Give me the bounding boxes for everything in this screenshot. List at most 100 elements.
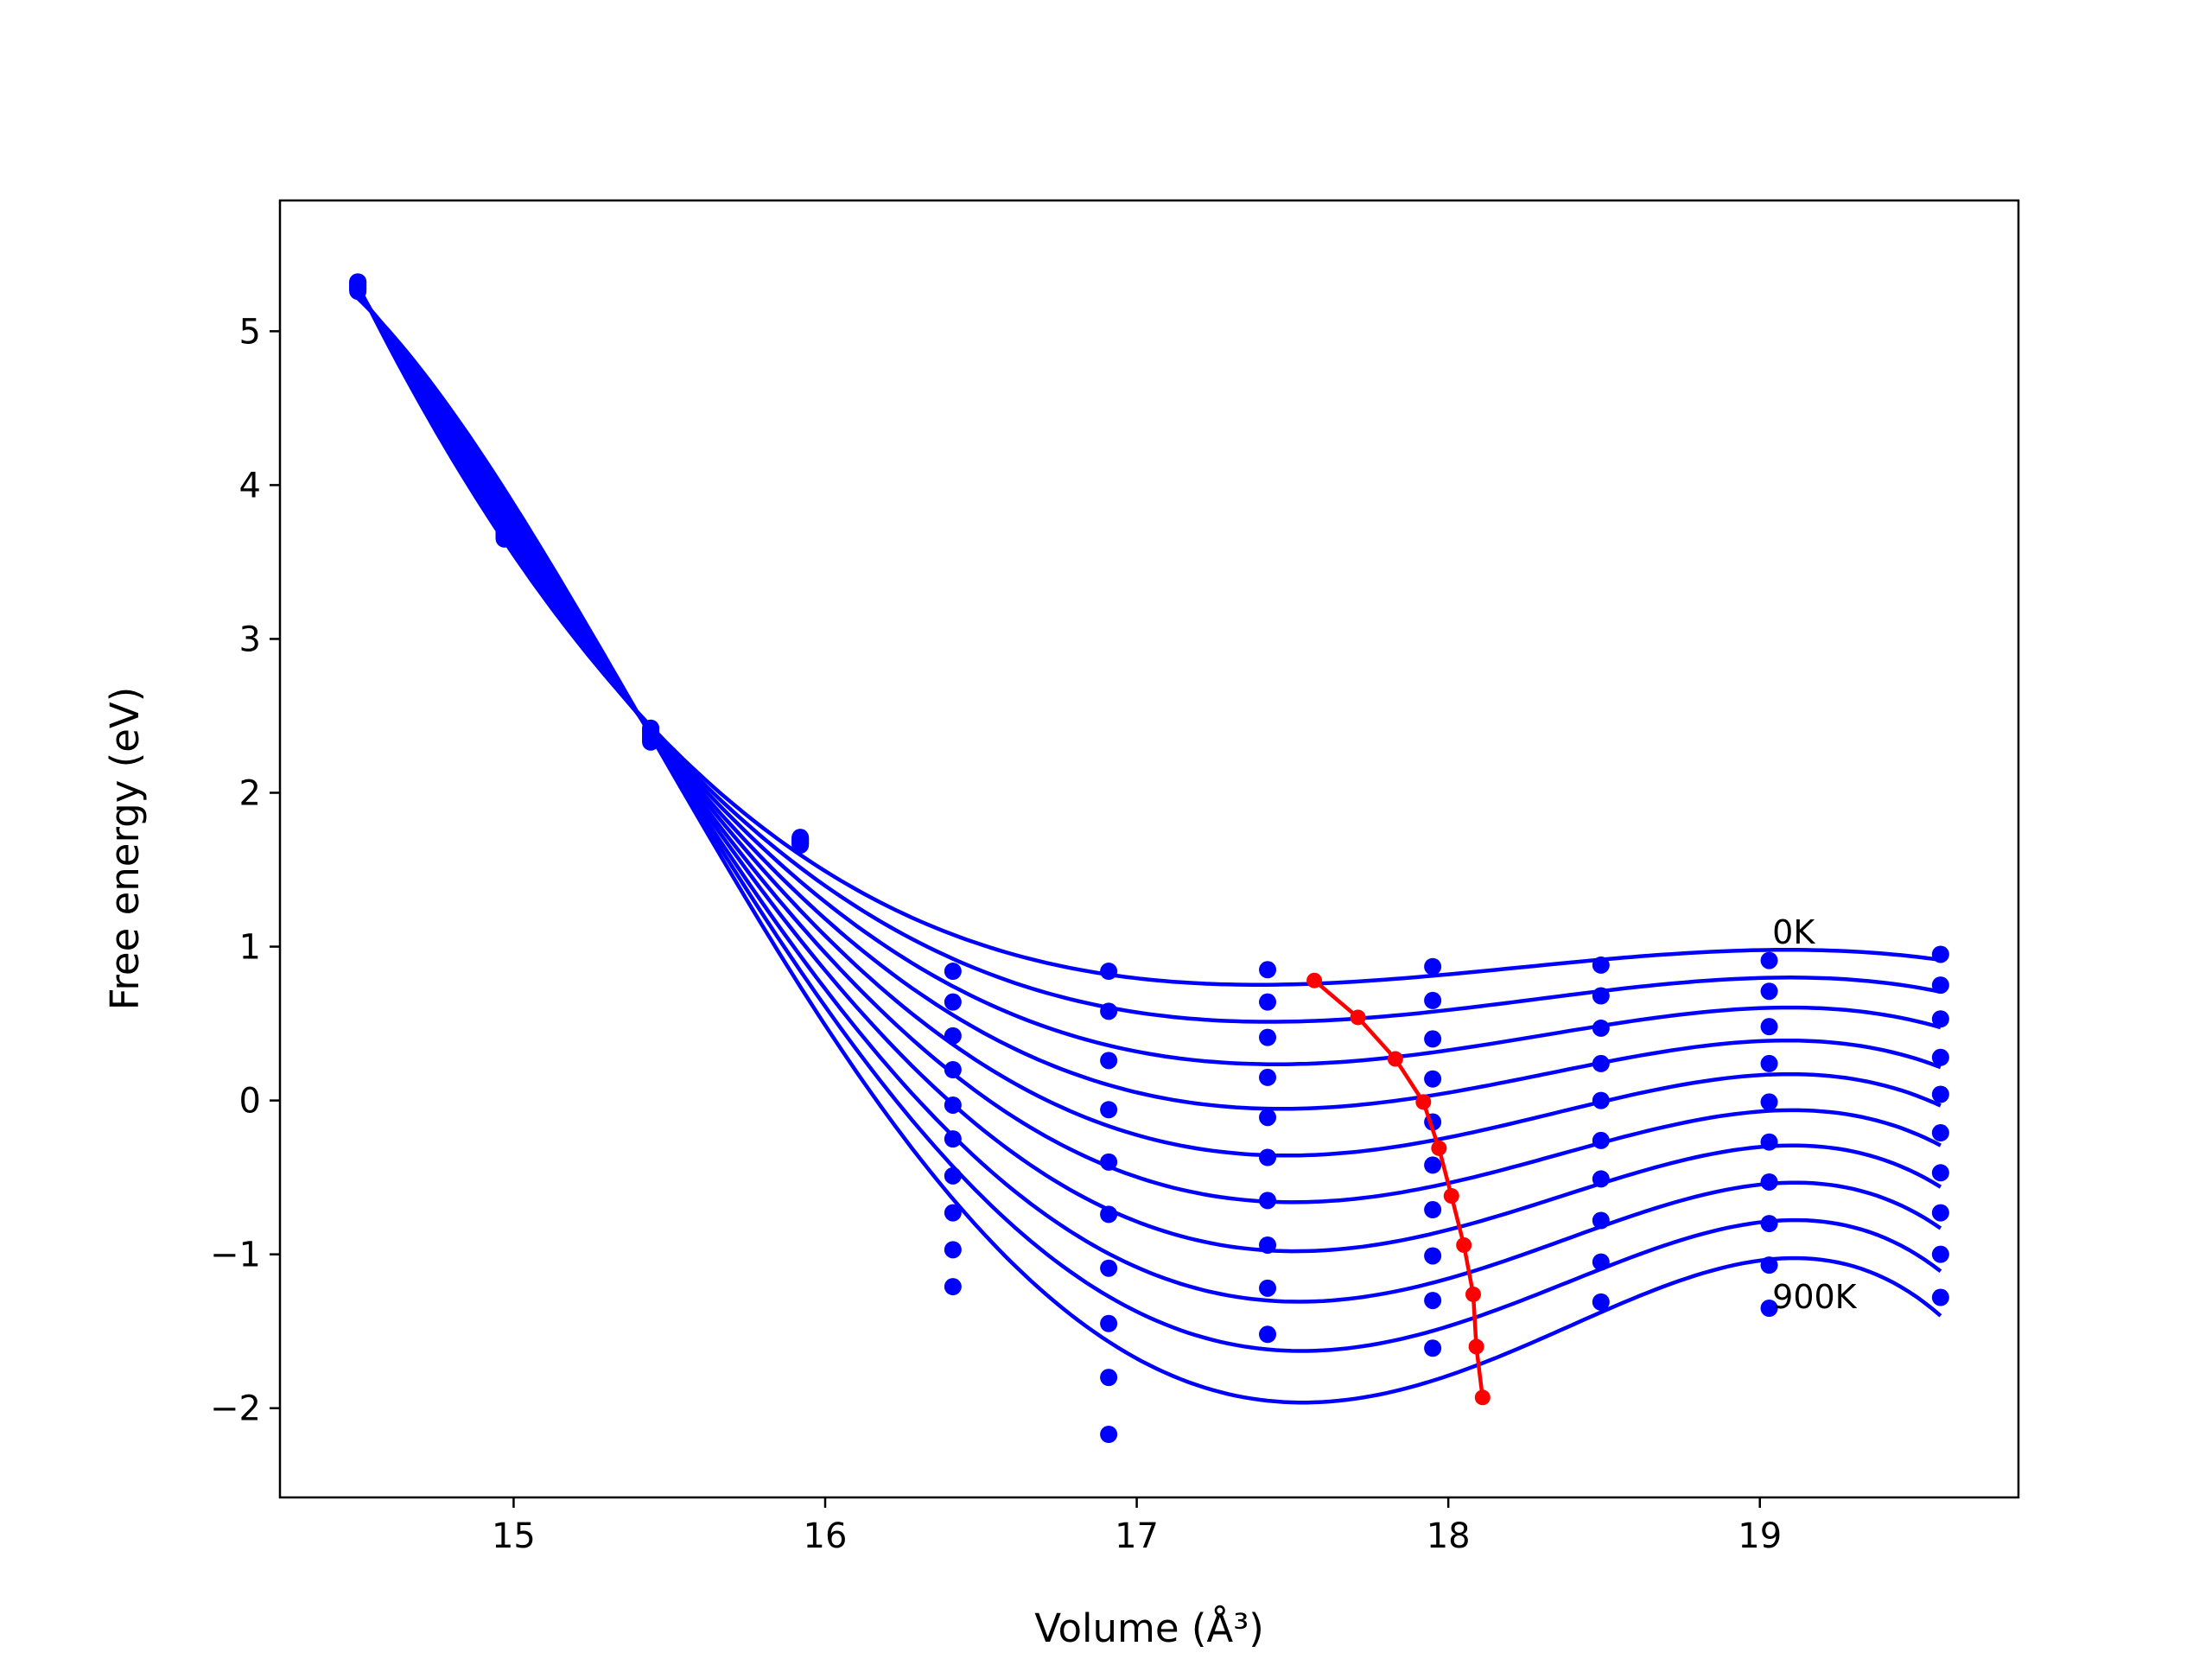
x-tick-label: 16 [804, 1516, 848, 1556]
data-point [1931, 945, 1949, 963]
data-point [1259, 1148, 1277, 1166]
minimum-point [1443, 1188, 1459, 1205]
data-point [1760, 1256, 1778, 1274]
x-tick-label: 17 [1115, 1516, 1159, 1556]
data-point [1592, 1019, 1610, 1037]
y-tick-label: 0 [239, 1082, 261, 1122]
data-point [1100, 1002, 1118, 1020]
x-tick-label: 18 [1427, 1516, 1471, 1556]
data-point [1592, 1091, 1610, 1109]
data-point [1259, 1192, 1277, 1210]
data-point [1931, 1010, 1949, 1028]
minimum-point [1431, 1140, 1447, 1156]
y-tick-label: −2 [210, 1389, 261, 1429]
data-point [1424, 1339, 1442, 1357]
y-tick-label: 5 [239, 312, 261, 352]
data-point [944, 1096, 962, 1114]
data-point [1259, 1028, 1277, 1046]
y-axis-label: Free energy (eV) [102, 687, 148, 1010]
data-point [1931, 1245, 1949, 1263]
y-tick-label: 4 [239, 466, 261, 505]
minimum-curve [1313, 978, 1485, 1398]
data-point [642, 733, 660, 751]
x-tick-label: 19 [1738, 1516, 1782, 1556]
data-point [1931, 976, 1949, 995]
data-point [1100, 1259, 1118, 1277]
minimum-point [1387, 1051, 1403, 1067]
data-point [1760, 951, 1778, 969]
data-point [1100, 1425, 1118, 1443]
y-axis-ticks: −2 −1 0 1 2 3 4 5 [210, 312, 280, 1429]
data-point [1259, 1236, 1277, 1254]
data-point [1259, 1279, 1277, 1297]
data-point [1760, 1133, 1778, 1151]
data-point [1592, 1131, 1610, 1149]
data-point [1592, 1211, 1610, 1230]
data-point [1259, 993, 1277, 1011]
data-point [1592, 1253, 1610, 1271]
minimum-point [1306, 972, 1323, 988]
y-tick-label: −1 [210, 1236, 261, 1275]
data-point [1931, 1288, 1949, 1306]
data-point [1931, 1085, 1949, 1103]
data-point [944, 1061, 962, 1079]
data-point [1100, 1314, 1118, 1332]
curve-annotation: 0K [1772, 913, 1815, 951]
minimum-point [1474, 1389, 1491, 1406]
data-point [1100, 1205, 1118, 1224]
data-point [1100, 1052, 1118, 1070]
minimum-line [1306, 972, 1491, 1406]
data-point [1100, 1101, 1118, 1119]
minimum-point [1415, 1094, 1432, 1110]
x-axis-label: Volume (Å³) [1034, 1605, 1264, 1651]
data-point [1424, 1156, 1442, 1174]
data-point [944, 963, 962, 981]
data-point [944, 1278, 962, 1296]
y-tick-label: 2 [239, 774, 261, 814]
data-point [1592, 987, 1610, 1005]
data-points [349, 273, 1949, 1443]
y-tick-label: 3 [239, 620, 261, 659]
data-point [944, 1204, 962, 1222]
series-curve-9 [356, 296, 1942, 1405]
data-point [1760, 1299, 1778, 1317]
data-point [1931, 1164, 1949, 1182]
fitted-curves [356, 284, 1942, 1405]
data-point [1760, 1173, 1778, 1191]
annotations: 0K 900K [1772, 913, 1858, 1316]
minimum-point [1468, 1338, 1484, 1355]
data-point [1424, 1070, 1442, 1088]
data-point [1931, 1124, 1949, 1142]
data-point [791, 836, 810, 855]
data-point [1100, 1153, 1118, 1171]
data-point [944, 993, 962, 1011]
data-point [1424, 991, 1442, 1009]
data-point [944, 1166, 962, 1185]
data-point [1592, 956, 1610, 974]
minimum-point [1456, 1236, 1472, 1253]
plot-frame [278, 199, 2020, 1499]
curve-annotation: 900K [1772, 1278, 1858, 1316]
y-tick-label: 1 [239, 928, 261, 968]
data-point [1259, 1109, 1277, 1127]
data-point [1760, 982, 1778, 1001]
data-point [349, 273, 367, 291]
data-point [1931, 1204, 1949, 1222]
minimum-point [1350, 1009, 1366, 1026]
data-point [1760, 1054, 1778, 1072]
data-point [1424, 1292, 1442, 1310]
data-point [1931, 1048, 1949, 1066]
data-point [944, 1241, 962, 1259]
data-point [1424, 1247, 1442, 1265]
data-point [944, 1130, 962, 1148]
data-point [1592, 1054, 1610, 1072]
data-point [1424, 1201, 1442, 1219]
data-point [1760, 1018, 1778, 1036]
data-point [1259, 1325, 1277, 1344]
data-point [1592, 1293, 1610, 1311]
minimum-point [1465, 1286, 1481, 1302]
data-point [1424, 957, 1442, 976]
data-point [944, 1027, 962, 1045]
